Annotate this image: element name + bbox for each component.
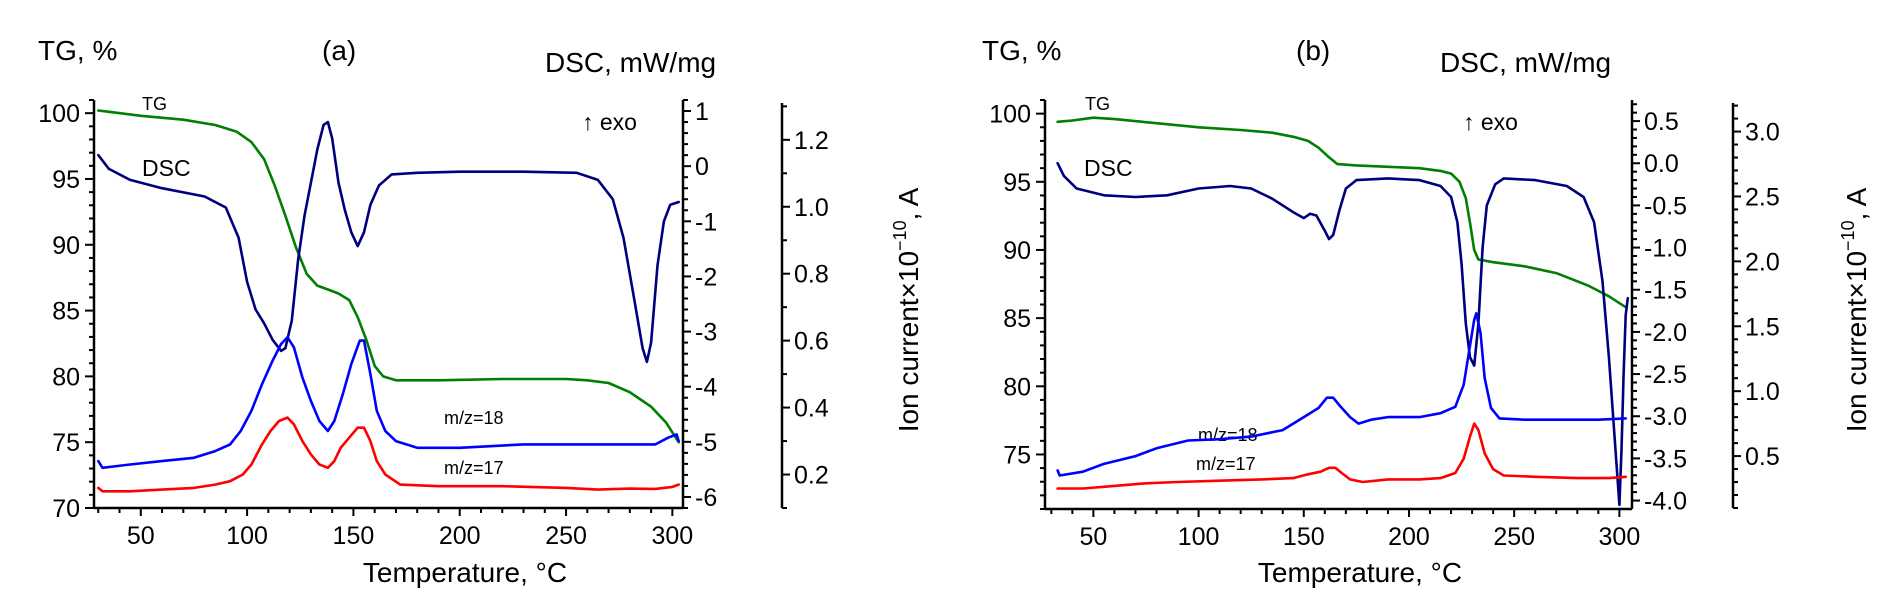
ion-tick-label: 2.5 bbox=[1745, 183, 1780, 211]
ion-axis-title-suffix: , A bbox=[893, 187, 924, 220]
ion-tick-label: 0.4 bbox=[794, 395, 829, 423]
dsc-tick-label: -1.0 bbox=[1644, 235, 1687, 263]
dsc-tick-label: -2.5 bbox=[1644, 361, 1687, 389]
ion-tick-label: 1.5 bbox=[1745, 313, 1780, 341]
x-tick-label: 200 bbox=[439, 522, 481, 550]
tg-tick-label: 100 bbox=[38, 100, 80, 128]
dsc-axis-title: DSC, mW/mg bbox=[1440, 47, 1611, 78]
tg-tick-label: 85 bbox=[52, 298, 80, 326]
ion-tick-label: 0.6 bbox=[794, 328, 829, 356]
mz18-curve bbox=[1056, 312, 1627, 477]
tg-tick-label: 75 bbox=[1003, 441, 1031, 469]
ion-axis-title-sup: −10 bbox=[890, 220, 910, 251]
tg-tick-label: 85 bbox=[1003, 305, 1031, 333]
ion-tick-label: 1.2 bbox=[794, 127, 829, 155]
mz18-label: m/z=18 bbox=[1198, 425, 1258, 445]
x-tick-label: 200 bbox=[1388, 523, 1430, 551]
dsc-tick-label: -3.5 bbox=[1644, 445, 1687, 473]
x-tick-label: 150 bbox=[1283, 523, 1325, 551]
tg-curve bbox=[1056, 116, 1627, 309]
dsc-tick-label: -2.0 bbox=[1644, 319, 1687, 347]
dsc-curve bbox=[97, 120, 680, 364]
tg-tick-label: 80 bbox=[52, 363, 80, 391]
ion-axis-title-main: Ion current×10 bbox=[1841, 251, 1872, 432]
ion-tick-label: 0.8 bbox=[794, 261, 829, 289]
tg-tick-label: 95 bbox=[52, 166, 80, 194]
curves-layer bbox=[1056, 116, 1630, 507]
ion-tick-label: 1.0 bbox=[1745, 378, 1780, 406]
x-axis-title: Temperature, °C bbox=[1258, 557, 1462, 588]
tg-tick-label: 90 bbox=[1003, 237, 1031, 265]
dsc-tick-label: 1 bbox=[695, 98, 709, 126]
mz17-curve bbox=[1056, 422, 1627, 490]
ion-tick-label: 3.0 bbox=[1745, 119, 1780, 147]
curves-layer bbox=[97, 109, 680, 493]
tg-curve-label: TG bbox=[142, 94, 167, 114]
dsc-tick-label: -3 bbox=[695, 319, 717, 347]
tg-tick-label: 100 bbox=[989, 101, 1031, 129]
exo-annotation: ↑ exo bbox=[582, 109, 637, 135]
x-tick-label: 250 bbox=[1493, 523, 1535, 551]
axes-layer: 50 100 150 200 250 300 70 75 80 85 90 95 100 1 0 -1 -2 -3… bbox=[38, 98, 829, 550]
mz17-curve bbox=[97, 416, 680, 493]
dsc-curve-label: DSC bbox=[1084, 155, 1133, 181]
tg-tick-label: 80 bbox=[1003, 373, 1031, 401]
dsc-curve bbox=[1056, 161, 1630, 507]
panel-b: TG, % (b) DSC, mW/mg ↑ exo TG DSC m/z=18… bbox=[982, 35, 1872, 588]
x-axis-title: Temperature, °C bbox=[363, 557, 567, 588]
ion-tick-label: 1.0 bbox=[794, 194, 829, 222]
tg-tick-label: 75 bbox=[52, 429, 80, 457]
mz17-label: m/z=17 bbox=[444, 458, 504, 478]
ion-axis-title-suffix: , A bbox=[1841, 187, 1872, 220]
x-tick-label: 150 bbox=[333, 522, 375, 550]
dsc-axis-title: DSC, mW/mg bbox=[545, 47, 716, 78]
tg-tick-label: 90 bbox=[52, 232, 80, 260]
dsc-tick-label: 0.5 bbox=[1644, 108, 1679, 136]
tg-axis-title: TG, % bbox=[982, 35, 1061, 66]
ion-tick-label: 0.5 bbox=[1745, 443, 1780, 471]
x-tick-label: 300 bbox=[652, 522, 694, 550]
dsc-tick-label: -2 bbox=[695, 263, 717, 291]
ion-tick-label: 0.2 bbox=[794, 462, 829, 490]
ion-axis-title-main: Ion current×10 bbox=[893, 251, 924, 432]
dsc-tick-label: -1.5 bbox=[1644, 277, 1687, 305]
ion-axis-title: Ion current×10−10, A bbox=[890, 187, 924, 432]
dsc-tick-label: -4.0 bbox=[1644, 488, 1687, 516]
dsc-tick-label: -5 bbox=[695, 429, 717, 457]
dsc-tick-label: -4 bbox=[695, 374, 717, 402]
x-tick-label: 100 bbox=[1178, 523, 1220, 551]
x-tick-label: 50 bbox=[1079, 523, 1107, 551]
exo-annotation: ↑ exo bbox=[1463, 109, 1518, 135]
dsc-tick-label: -3.0 bbox=[1644, 403, 1687, 431]
tg-axis-title: TG, % bbox=[38, 35, 117, 66]
tg-curve-label: TG bbox=[1085, 94, 1110, 114]
ion-tick-label: 2.0 bbox=[1745, 248, 1780, 276]
tg-tick-label: 95 bbox=[1003, 169, 1031, 197]
panel-a: TG, % (a) DSC, mW/mg ↑ exo TG DSC m/z=18… bbox=[38, 35, 924, 588]
x-tick-label: 250 bbox=[545, 522, 587, 550]
tg-tick-label: 70 bbox=[52, 495, 80, 523]
mz17-label: m/z=17 bbox=[1196, 454, 1256, 474]
dsc-tick-label: -0.5 bbox=[1644, 192, 1687, 220]
x-tick-label: 50 bbox=[127, 522, 155, 550]
mz18-curve bbox=[97, 336, 680, 470]
dsc-tick-label: -6 bbox=[695, 484, 717, 512]
mz18-label: m/z=18 bbox=[444, 408, 504, 428]
dsc-curve-label: DSC bbox=[142, 155, 191, 181]
ion-axis-title: Ion current×10−10, A bbox=[1838, 187, 1872, 432]
x-tick-label: 100 bbox=[226, 522, 268, 550]
dsc-tick-label: 0.0 bbox=[1644, 150, 1679, 178]
axes-layer: 50 100 150 200 250 300 75 80 85 90 95 100 0.5 0.0 -0.5… bbox=[989, 99, 1780, 551]
panel-label: (a) bbox=[322, 35, 356, 66]
dsc-tick-label: -1 bbox=[695, 208, 717, 236]
ion-axis-title-sup: −10 bbox=[1838, 220, 1858, 251]
panel-label: (b) bbox=[1296, 35, 1330, 66]
x-tick-label: 300 bbox=[1599, 523, 1641, 551]
tg-curve bbox=[97, 109, 680, 444]
dsc-tick-label: 0 bbox=[695, 153, 709, 181]
